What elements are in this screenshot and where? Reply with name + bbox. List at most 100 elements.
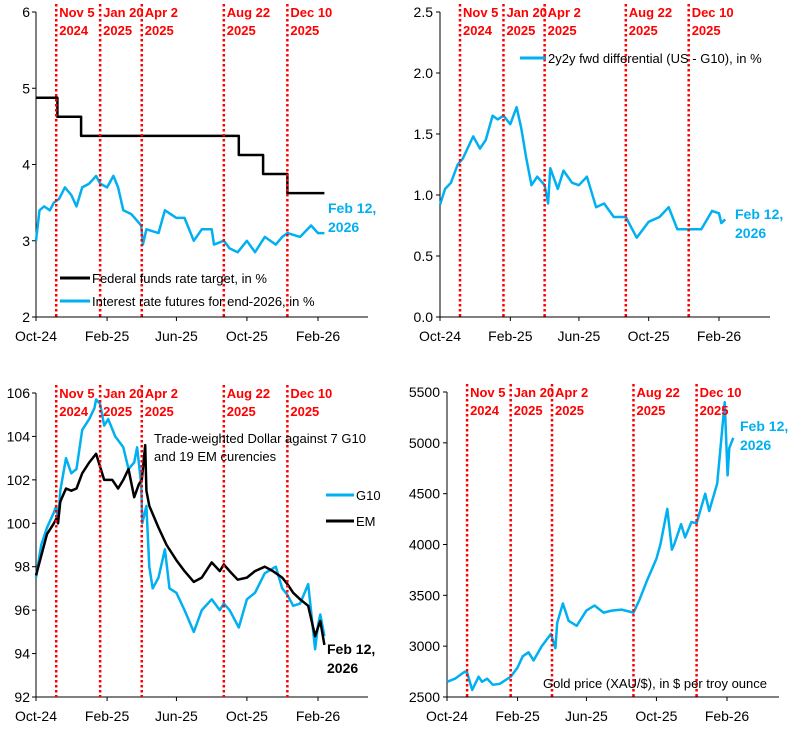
series-line-1 <box>438 105 727 239</box>
y-tick-label: 0.5 <box>414 248 434 264</box>
y-tick-label: 4500 <box>409 486 440 502</box>
y-tick-label: 3000 <box>409 638 440 654</box>
y-tick-label: 5500 <box>409 384 440 400</box>
end-date-label: 2026 <box>327 660 358 676</box>
event-label: Dec 10 <box>692 5 734 20</box>
event-label: Dec 10 <box>290 5 332 20</box>
event-label: 2025 <box>227 23 256 38</box>
event-label: Nov 5 <box>463 5 498 20</box>
y-tick-label: 3500 <box>409 587 440 603</box>
legend-label: Federal funds rate target, in % <box>92 271 267 286</box>
y-tick-label: 106 <box>7 385 31 401</box>
event-label: Nov 5 <box>470 385 505 400</box>
legend-label: EM <box>356 514 376 529</box>
x-tick-label: Feb-25 <box>488 328 533 344</box>
event-label: 2024 <box>463 23 493 38</box>
event-label: 2025 <box>506 23 535 38</box>
y-tick-label: 2.0 <box>414 65 434 81</box>
y-tick-label: 94 <box>14 646 30 662</box>
panel-1: 2 3 4 5 6 Oct-24 Feb-25 Jun-25 Oct-25 Feb-26 Nov 5… <box>15 4 376 344</box>
event-label: 2025 <box>145 404 174 419</box>
event-label: 2025 <box>629 23 658 38</box>
event-label: 2024 <box>59 23 89 38</box>
event-label: 2024 <box>59 404 89 419</box>
event-label: Aug 22 <box>636 385 679 400</box>
x-tick-label: Jun-25 <box>155 328 198 344</box>
y-tick-label: 0.0 <box>414 309 434 325</box>
panel-2: 0.0 0.5 1.0 1.5 2.0 2.5 Oct-24 Feb-25 Jun-25 Oct-… <box>414 4 783 344</box>
x-tick-label: Feb-25 <box>495 708 540 724</box>
x-tick-label: Feb-25 <box>85 708 130 724</box>
series-line-2 <box>34 443 326 646</box>
event-label: Nov 5 <box>59 5 94 20</box>
event-label: 2025 <box>290 404 319 419</box>
x-tick-label: Feb-26 <box>705 708 750 724</box>
event-label: 2025 <box>548 23 577 38</box>
event-label: 2025 <box>290 23 319 38</box>
x-tick-label: Feb-26 <box>296 708 341 724</box>
event-label: 2025 <box>145 23 174 38</box>
x-tick-label: Oct-24 <box>15 708 57 724</box>
x-tick-label: Oct-25 <box>226 328 268 344</box>
x-tick-label: Feb-26 <box>697 328 742 344</box>
y-tick-label: 4000 <box>409 537 440 553</box>
event-label: 2025 <box>555 403 584 418</box>
series-line-1 <box>446 400 735 692</box>
end-date-label: Feb 12, <box>327 641 375 657</box>
y-tick-label: 5000 <box>409 435 440 451</box>
event-label: Dec 10 <box>290 386 332 401</box>
y-tick-label: 5 <box>22 80 30 96</box>
end-date-label: 2026 <box>328 219 359 235</box>
event-label: Jan 20 <box>514 385 554 400</box>
panel-4: 2500 3000 3500 4000 4500 5000 5500 Oct-24 Feb-25… <box>409 384 788 724</box>
x-tick-label: Oct-24 <box>419 328 461 344</box>
y-tick-label: 102 <box>7 472 31 488</box>
y-tick-label: 96 <box>14 602 30 618</box>
y-tick-label: 98 <box>14 559 30 575</box>
y-tick-label: 6 <box>22 4 30 20</box>
x-tick-label: Feb-25 <box>85 328 130 344</box>
series-label: Gold price (XAU/$), in $ per troy ounce <box>543 676 767 691</box>
event-label: Dec 10 <box>700 385 742 400</box>
end-date-label: 2026 <box>740 437 771 453</box>
y-tick-label: 1.5 <box>414 126 434 142</box>
event-label: 2025 <box>700 403 729 418</box>
x-tick-label: Oct-24 <box>15 328 57 344</box>
event-label: Apr 2 <box>555 385 588 400</box>
legend-label: Interest rate futures for end-2026, in % <box>92 294 315 309</box>
panel-3: 92 94 96 98 100 102 104 106 Oct-24 Feb-25 Jun-25 Oc… <box>7 385 381 724</box>
chart-annotation: and 19 EM curencies <box>154 449 277 464</box>
event-label: 2025 <box>227 404 256 419</box>
event-label: 2025 <box>636 403 665 418</box>
y-tick-label: 3 <box>22 233 30 249</box>
event-label: Apr 2 <box>548 5 581 20</box>
x-tick-label: Jun-25 <box>155 708 198 724</box>
event-label: Apr 2 <box>145 386 178 401</box>
event-label: 2025 <box>692 23 721 38</box>
event-label: 2025 <box>103 404 132 419</box>
x-tick-label: Oct-25 <box>226 708 268 724</box>
end-date-label: Feb 12, <box>328 200 376 216</box>
y-tick-label: 1.0 <box>414 187 434 203</box>
x-tick-label: Feb-26 <box>296 328 341 344</box>
x-tick-label: Oct-25 <box>628 328 670 344</box>
y-tick-label: 104 <box>7 428 31 444</box>
event-label: Aug 22 <box>227 5 270 20</box>
legend-label: G10 <box>356 488 381 503</box>
event-label: Aug 22 <box>629 5 672 20</box>
legend-label: 2y2y fwd differential (US - G10), in % <box>548 51 762 66</box>
x-tick-label: Oct-25 <box>635 708 677 724</box>
event-label: 2025 <box>514 403 543 418</box>
event-label: Jan 20 <box>506 5 546 20</box>
event-label: 2024 <box>470 403 500 418</box>
event-label: Nov 5 <box>59 386 94 401</box>
y-tick-label: 92 <box>14 689 30 705</box>
end-date-label: 2026 <box>735 225 766 241</box>
y-tick-label: 2.5 <box>414 4 434 20</box>
y-tick-label: 2500 <box>409 689 440 705</box>
event-label: Jan 20 <box>103 5 143 20</box>
end-date-label: Feb 12, <box>740 418 788 434</box>
x-tick-label: Jun-25 <box>558 328 601 344</box>
x-tick-label: Oct-24 <box>426 708 468 724</box>
